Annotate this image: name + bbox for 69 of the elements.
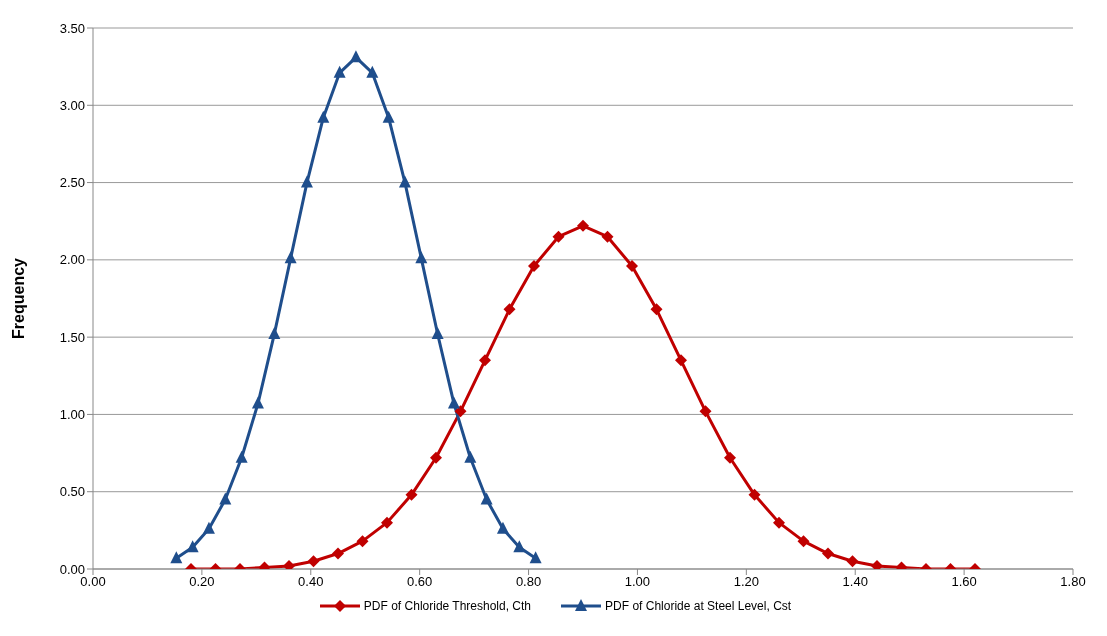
- y-tick-label: 2.50: [59, 175, 85, 191]
- point: [268, 327, 281, 340]
- point: [283, 559, 295, 569]
- x-tick-label: 1.40: [842, 574, 868, 590]
- point: [797, 535, 810, 548]
- point: [317, 110, 330, 123]
- x-tick-label: 1.80: [1060, 574, 1086, 590]
- point: [284, 251, 297, 264]
- point: [431, 327, 444, 340]
- point: [405, 488, 418, 501]
- y-axis-title: Frequency: [9, 257, 27, 339]
- point: [529, 551, 542, 564]
- y-tick-label: 3.50: [59, 20, 85, 36]
- point: [626, 260, 638, 273]
- x-tick-label: 0.40: [298, 574, 324, 590]
- point: [366, 65, 379, 78]
- point: [846, 555, 859, 568]
- x-tick-label: 1.60: [951, 574, 977, 590]
- x-tick-label: 0.00: [80, 574, 106, 590]
- point: [513, 540, 526, 553]
- point: [170, 551, 183, 564]
- point: [332, 547, 344, 560]
- point: [528, 260, 540, 273]
- x-tick-label: 0.20: [189, 574, 215, 590]
- x-tick-label: 1.20: [733, 574, 759, 590]
- point: [382, 110, 395, 123]
- point: [186, 540, 199, 553]
- point: [822, 547, 834, 560]
- point: [773, 516, 785, 529]
- y-tick-label: 1.50: [59, 329, 85, 345]
- point: [552, 230, 565, 243]
- x-tick-label: 0.60: [407, 574, 433, 590]
- legend-label: PDF of Chloride at Steel Level, Cst: [605, 599, 792, 613]
- point: [480, 492, 493, 505]
- point: [650, 303, 663, 316]
- point: [333, 65, 346, 78]
- point: [748, 488, 761, 501]
- y-tick-label: 1.00: [59, 407, 85, 423]
- point: [251, 396, 264, 409]
- point: [300, 175, 313, 188]
- point: [430, 451, 442, 464]
- point: [724, 451, 736, 464]
- x-tick-label: 1.00: [624, 574, 651, 590]
- point: [398, 175, 411, 188]
- point: [503, 303, 516, 316]
- point: [454, 405, 467, 418]
- y-tick-label: 2.00: [59, 252, 85, 268]
- point: [202, 521, 215, 534]
- point: [496, 521, 509, 534]
- point: [871, 559, 883, 569]
- point: [219, 492, 232, 505]
- point: [675, 354, 687, 367]
- point: [601, 230, 614, 243]
- point: [349, 50, 362, 63]
- y-tick-label: 3.00: [59, 97, 85, 113]
- legend-label: PDF of Chloride Threshold, Cth: [363, 599, 532, 613]
- y-tick-label: 0.00: [59, 561, 85, 577]
- point: [235, 450, 248, 463]
- point: [307, 555, 320, 568]
- x-tick-label: 0.80: [515, 574, 542, 590]
- point: [415, 251, 428, 264]
- point: [464, 450, 477, 463]
- point: [577, 219, 589, 232]
- point: [447, 396, 460, 409]
- y-tick-label: 0.50: [59, 484, 85, 500]
- point: [699, 405, 712, 418]
- point: [356, 535, 369, 548]
- point: [381, 516, 393, 529]
- point: [479, 354, 491, 367]
